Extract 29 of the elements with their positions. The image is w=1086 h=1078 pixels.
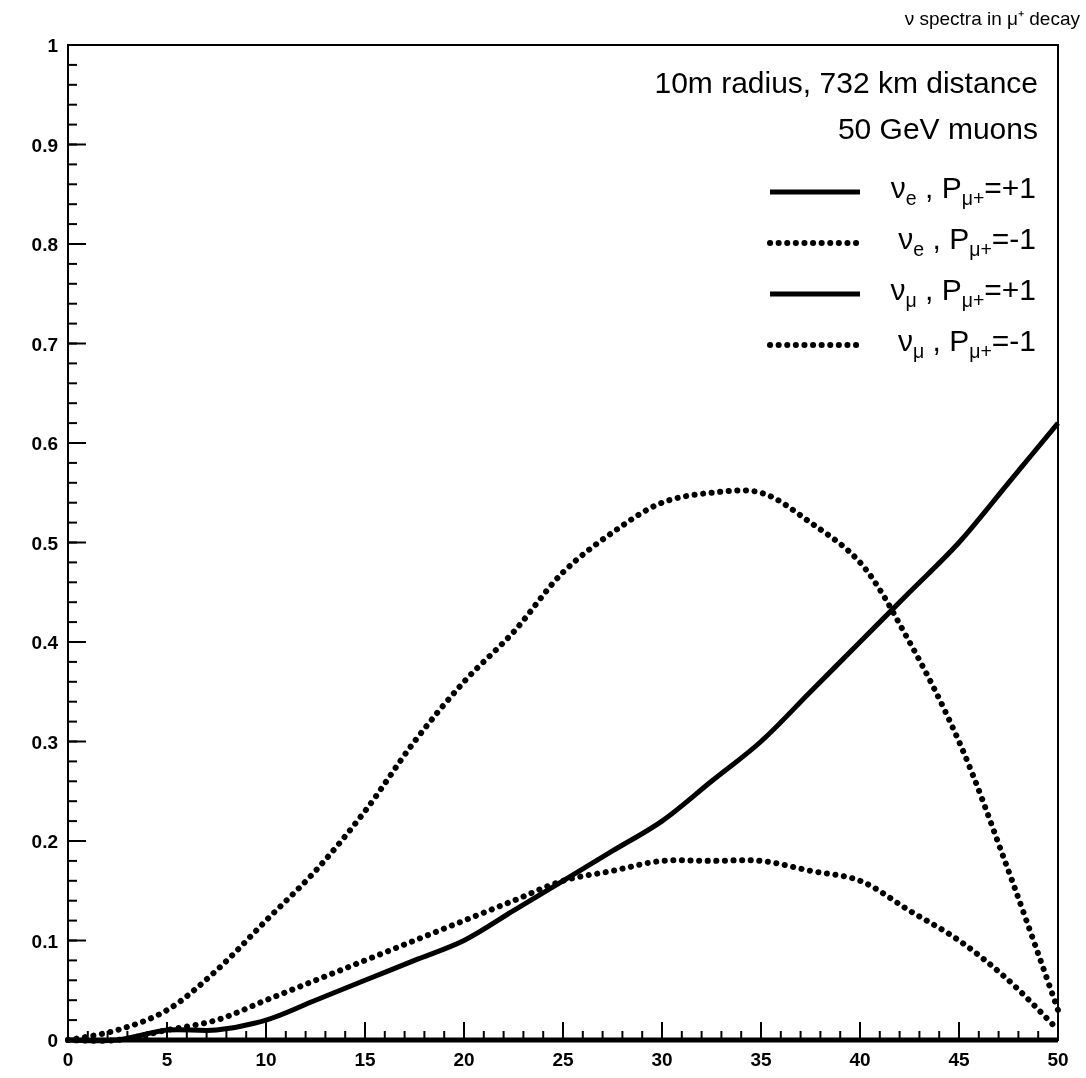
- legend-label: ν$_{e}$ , P$_{μ+}$=+1: [890, 171, 1036, 209]
- y-tick-label: 0.3: [31, 731, 58, 753]
- x-tick-label: 50: [1047, 1049, 1069, 1070]
- x-tick-label: 0: [62, 1049, 74, 1070]
- y-tick-label: 0.7: [31, 333, 58, 355]
- x-tick-label: 15: [354, 1049, 376, 1070]
- y-tick-label: 0: [47, 1030, 58, 1051]
- y-tick-label: 0.1: [31, 930, 59, 952]
- x-tick-label: 25: [552, 1049, 574, 1070]
- y-tick-label: 0.9: [31, 134, 58, 156]
- y-tick-label: 0.5: [31, 532, 59, 554]
- annotation: 50 GeV muons: [837, 112, 1038, 145]
- x-tick-label: 35: [750, 1049, 772, 1070]
- x-tick-label: 40: [849, 1049, 871, 1070]
- y-tick-label: 0.2: [31, 831, 58, 852]
- x-tick-label: 20: [453, 1049, 475, 1070]
- x-tick-label: 45: [948, 1049, 970, 1070]
- x-tick-label: 30: [651, 1049, 673, 1070]
- legend-label: ν$_{e}$ , P$_{μ+}$=-1: [898, 222, 1036, 260]
- x-tick-label: 5: [161, 1049, 173, 1070]
- y-tick-label: 0.8: [31, 234, 58, 255]
- x-tick-label: 10: [255, 1049, 277, 1070]
- y-tick-label: 0.4: [31, 632, 59, 653]
- annotation: 10m radius, 732 km distance: [654, 66, 1038, 99]
- legend-label: ν$_{μ}$ , P$_{μ+}$=+1: [890, 273, 1036, 311]
- legend-label: ν$_{μ}$ , P$_{μ+}$=-1: [897, 324, 1036, 362]
- y-tick-label: 1: [47, 35, 59, 56]
- chart-title: ν spectra in μ⁺ decay: [904, 8, 1081, 29]
- y-tick-label: 0.6: [31, 433, 58, 454]
